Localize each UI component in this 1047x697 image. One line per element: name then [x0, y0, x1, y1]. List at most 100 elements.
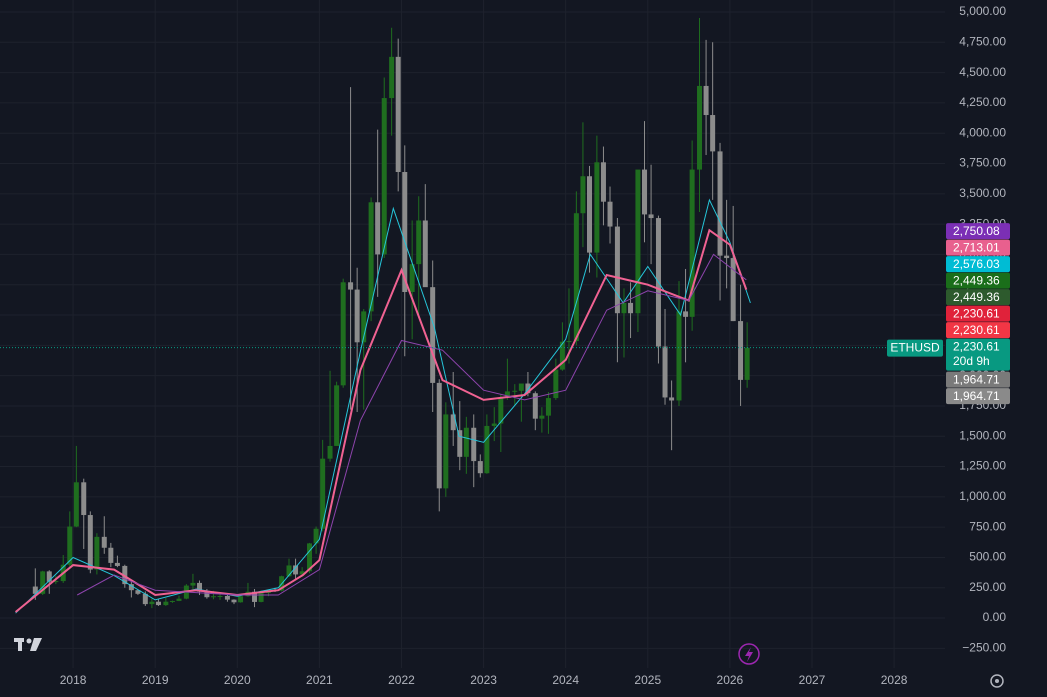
candle-body: [436, 382, 442, 489]
candle-body: [512, 390, 518, 392]
candle-body: [703, 85, 709, 116]
y-tick-label: −250.00: [962, 641, 1006, 655]
y-tick-label: 750.00: [969, 519, 1006, 533]
candle-body: [642, 169, 648, 215]
candle-body: [676, 311, 682, 401]
candle-body: [710, 115, 716, 152]
plot: [0, 18, 945, 614]
lightning-icon[interactable]: [738, 643, 760, 665]
candle-body: [463, 427, 469, 457]
candle-body: [683, 311, 689, 317]
candle-body: [594, 162, 600, 253]
candle-body: [40, 571, 46, 594]
candle-body: [621, 302, 627, 314]
countdown: 20d 9h: [953, 354, 990, 368]
price-tag-label: 2,713.01: [953, 240, 1000, 254]
candle-body: [176, 598, 182, 601]
price-tag-label: 2,230.61: [953, 339, 1000, 353]
candle-body: [498, 397, 504, 424]
candle-body: [730, 258, 736, 322]
candle-body: [395, 56, 401, 173]
candle-body: [327, 445, 333, 459]
x-tick-label: 2018: [60, 673, 87, 687]
price-tag-label: 2,449.36: [953, 273, 1000, 287]
price-tag: [946, 338, 1010, 371]
candle-body: [46, 571, 52, 582]
moving-average-line: [76, 253, 747, 596]
candle-body: [238, 596, 244, 603]
candle-body: [484, 425, 490, 474]
price-tag-label: 2,750.08: [953, 224, 1000, 238]
x-tick-label: 2021: [306, 673, 333, 687]
x-tick-label: 2022: [388, 673, 415, 687]
candle-body: [368, 202, 374, 312]
candle-body: [334, 385, 340, 446]
y-tick-label: 3,500.00: [959, 186, 1006, 200]
candle-body: [286, 565, 292, 577]
y-tick-label: 1,500.00: [959, 428, 1006, 442]
candle-body: [354, 289, 360, 343]
x-tick-label: 2027: [799, 673, 826, 687]
candle-body: [450, 414, 456, 431]
price-tag-label: 1,964.71: [953, 372, 1000, 386]
candle-body: [477, 461, 483, 474]
settings-icon[interactable]: [990, 674, 1004, 688]
candle-body: [224, 596, 230, 600]
candle-body: [744, 347, 750, 380]
candle-body: [128, 584, 134, 591]
candle-body: [669, 397, 675, 401]
candle-body: [361, 311, 367, 343]
candle-body: [573, 213, 579, 342]
y-tick-label: 250.00: [969, 580, 1006, 594]
candle-body: [231, 599, 237, 603]
candle-body: [600, 162, 606, 202]
price-tag: [946, 256, 1010, 273]
grid: [0, 0, 945, 668]
x-tick-label: 2024: [552, 673, 579, 687]
candle-body: [580, 176, 586, 214]
tradingview-logo: [14, 638, 42, 651]
y-tick-label: 1,250.00: [959, 459, 1006, 473]
candle-body: [628, 302, 634, 314]
y-tick-label: 1,000.00: [959, 489, 1006, 503]
candle-body: [443, 414, 449, 489]
candle-body: [518, 383, 524, 391]
candle-body: [258, 592, 264, 602]
candle-body: [539, 415, 545, 419]
candle-body: [67, 526, 73, 565]
price-tag: [946, 388, 1010, 405]
candle-body: [149, 601, 155, 605]
candle-body: [108, 547, 114, 563]
candle-body: [614, 226, 620, 314]
candle-body: [738, 321, 744, 380]
candle-body: [313, 528, 319, 544]
candle-body: [197, 582, 203, 592]
candle-body: [504, 391, 510, 398]
candle-body: [142, 593, 148, 605]
candle-body: [307, 543, 313, 572]
x-tick-label: 2019: [142, 673, 169, 687]
y-tick-label: 3,750.00: [959, 156, 1006, 170]
candle-body: [724, 255, 730, 259]
candle-body: [348, 282, 354, 290]
price-tag-label: 2,230.61: [953, 306, 1000, 320]
candle-body: [532, 393, 538, 419]
price-tag: [946, 239, 1010, 256]
y-tick-label: 0.00: [983, 610, 1007, 624]
y-tick-label: 5,000.00: [959, 4, 1006, 18]
candle-body: [409, 264, 415, 292]
candle-body: [87, 515, 93, 570]
candle-body: [607, 201, 613, 227]
candle-body: [299, 571, 305, 575]
price-tag: [946, 322, 1010, 339]
candle-body: [163, 601, 169, 606]
price-tag-label: 2,576.03: [953, 257, 1000, 271]
candle-body: [689, 169, 695, 317]
candle-body: [375, 202, 381, 255]
moving-average-line: [14, 228, 748, 613]
candle-body: [114, 562, 120, 566]
x-tick-label: 2026: [717, 673, 744, 687]
price-tag: [946, 223, 1010, 240]
